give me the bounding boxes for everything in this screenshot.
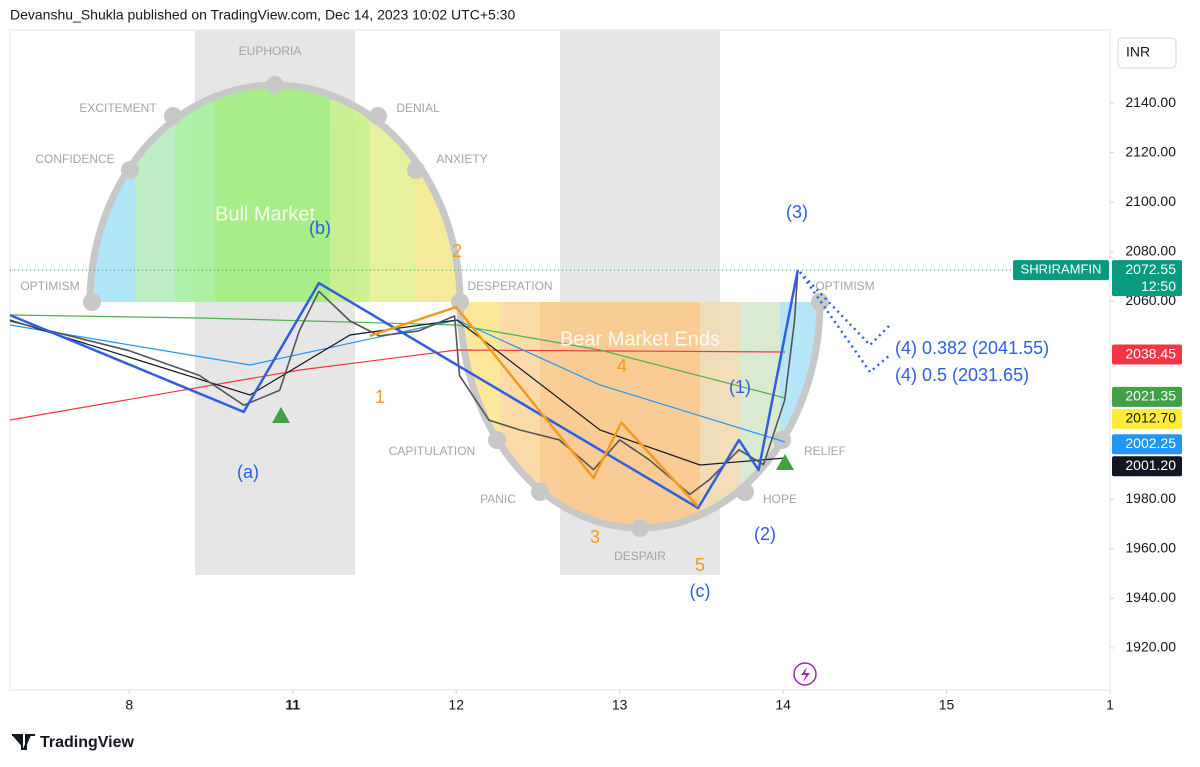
cycle-label: DESPERATION: [467, 279, 552, 293]
y-tick-label: 1960.00: [1125, 540, 1176, 556]
event-icon: [793, 662, 817, 686]
x-tick-label: 15: [939, 697, 955, 713]
x-tick-label: 1: [1106, 697, 1114, 713]
price-tag: [1112, 456, 1182, 477]
currency-box: [1117, 37, 1177, 69]
header: Devanshu_Shukla published on TradingView…: [10, 7, 515, 23]
price-tag-label: 2002.25: [1125, 435, 1176, 451]
wave-line: [369, 305, 700, 508]
wave-label: 2: [452, 241, 462, 261]
x-tick-label: 8: [125, 697, 133, 713]
price-line: [9, 270, 799, 496]
cycle-label: DENIAL: [396, 101, 440, 115]
x-tick-label: 14: [775, 697, 791, 713]
wave-label: (1): [729, 377, 751, 397]
logo: [12, 734, 35, 750]
wave-label: 5: [695, 555, 705, 575]
price-tag: [1112, 434, 1182, 455]
cycle-label: OPTIMISM: [815, 279, 874, 293]
cycle-dots: [83, 76, 829, 537]
projection: [798, 271, 891, 374]
cycle-label: RELIEF: [804, 444, 846, 458]
event-icon: [801, 667, 810, 682]
y-tick-label: 2100.00: [1125, 193, 1176, 209]
wave-label: (b): [309, 218, 331, 238]
cycle-label: OPTIMISM: [20, 279, 79, 293]
cycle-label: EUPHORIA: [239, 44, 302, 58]
cycle-label: ANXIETY: [436, 152, 487, 166]
price-tag-label: 2021.35: [1125, 388, 1176, 404]
cycle-label: PANIC: [480, 492, 516, 506]
price-tag: [1112, 408, 1182, 429]
currency: INR: [1126, 44, 1150, 60]
y-tick-label: 1940.00: [1125, 589, 1176, 605]
wave-label: 4: [617, 356, 627, 376]
wave-line: [9, 269, 800, 510]
wave-label: (4) 0.5 (2031.65): [895, 365, 1029, 385]
signal: [272, 407, 290, 423]
cycle-label: CAPITULATION: [389, 444, 475, 458]
wave-label: (c): [690, 581, 711, 601]
wave-label: (a): [237, 462, 259, 482]
y-tick-label: 2120.00: [1125, 143, 1176, 159]
cycle-label: EXCITEMENT: [79, 101, 157, 115]
symbol-tag-label: SHRIRAMFIN: [1021, 262, 1102, 277]
wave-label: 1: [375, 387, 385, 407]
x-tick-label: 12: [448, 697, 464, 713]
phase-label: Bull Market: [215, 203, 315, 225]
signal: [776, 454, 794, 470]
footer: TradingView: [40, 734, 135, 751]
y-tick-label: 1920.00: [1125, 639, 1176, 655]
x-tick-label: 13: [612, 697, 628, 713]
price-tag-label: 2012.70: [1125, 410, 1176, 426]
phase-label: Bear Market Ends: [560, 328, 720, 350]
wave-label: (2): [754, 524, 776, 544]
cycle-label: DESPAIR: [614, 549, 666, 563]
price-tag: [1112, 344, 1182, 365]
price-tag-label: 2001.20: [1125, 457, 1176, 473]
price-tag: [1112, 260, 1182, 297]
y-tick-label: 2140.00: [1125, 94, 1176, 110]
moving-averages: [9, 314, 786, 466]
x-tick-label: 11: [285, 697, 300, 713]
wave-label: 3: [590, 527, 600, 547]
price-tag-label: 2038.45: [1125, 345, 1176, 361]
y-tick-label: 2080.00: [1125, 242, 1176, 258]
wave-label: (4) 0.382 (2041.55): [895, 338, 1049, 358]
price-tag-label: 2072.55: [1125, 261, 1176, 277]
symbol-tag: [1013, 260, 1109, 281]
y-tick-label: 1980.00: [1125, 490, 1176, 506]
countdown: 12:50: [1141, 278, 1176, 294]
price-tag: [1112, 386, 1182, 407]
cycle-label: HOPE: [763, 492, 797, 506]
wave-label: (3): [786, 202, 808, 222]
cycle-label: CONFIDENCE: [35, 152, 114, 166]
